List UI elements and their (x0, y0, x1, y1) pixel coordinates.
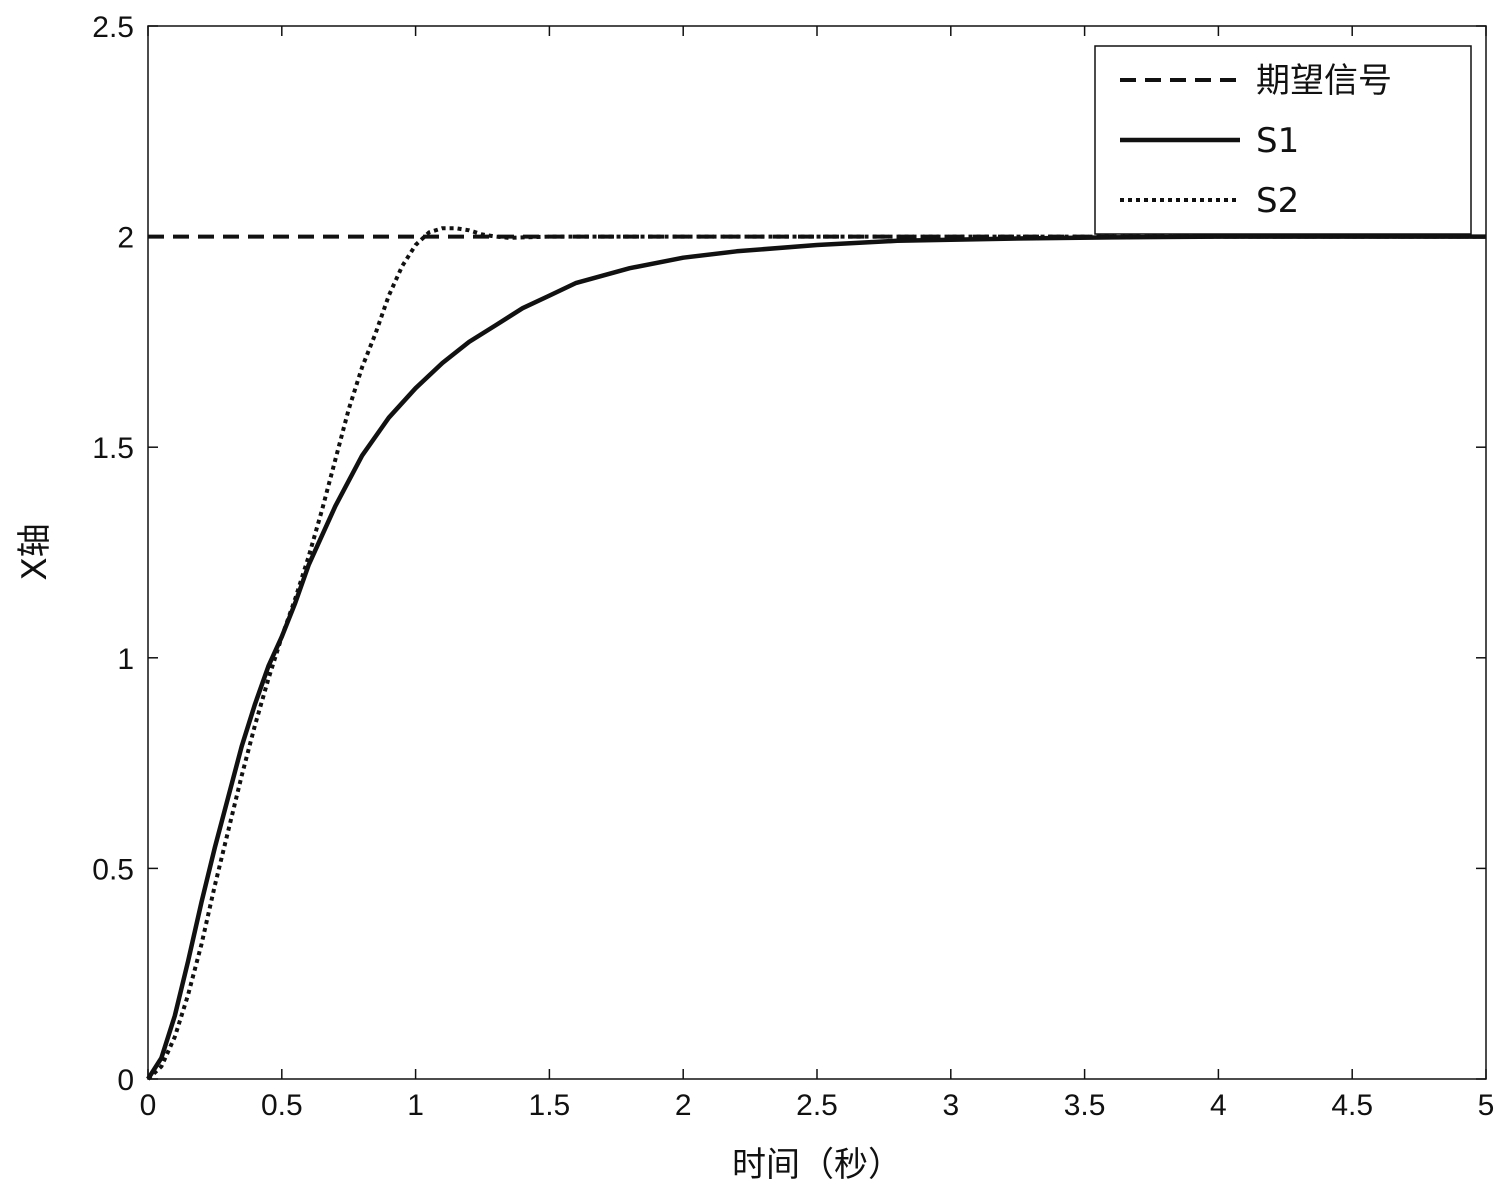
x-tick-label: 3.5 (1064, 1089, 1106, 1122)
legend-label-2: S1 (1256, 121, 1299, 161)
x-tick-label: 2 (675, 1089, 692, 1122)
x-tick-label: 1.5 (529, 1089, 571, 1122)
legend-label-3: S2 (1256, 181, 1299, 221)
y-tick-label: 0.5 (92, 853, 134, 886)
x-tick-label: 3 (942, 1089, 959, 1122)
x-tick-label: 2.5 (796, 1089, 838, 1122)
y-tick-label: 2 (117, 222, 134, 255)
x-tick-label: 0.5 (261, 1089, 303, 1122)
legend-label-1: 期望信号 (1256, 61, 1392, 101)
x-axis-label: 时间（秒） (732, 1145, 902, 1185)
x-tick-label: 4 (1210, 1089, 1227, 1122)
y-tick-label: 0 (117, 1064, 134, 1097)
x-tick-label: 4.5 (1331, 1089, 1373, 1122)
y-tick-label: 2.5 (92, 11, 134, 44)
x-tick-label: 0 (140, 1089, 157, 1122)
y-tick-label: 1.5 (92, 432, 134, 465)
x-tick-label: 5 (1478, 1089, 1495, 1122)
x-tick-label: 1 (407, 1089, 424, 1122)
y-tick-label: 1 (117, 643, 134, 676)
legend: 期望信号 S1 S2 (1095, 46, 1471, 234)
y-axis-label: X轴 (15, 523, 55, 580)
